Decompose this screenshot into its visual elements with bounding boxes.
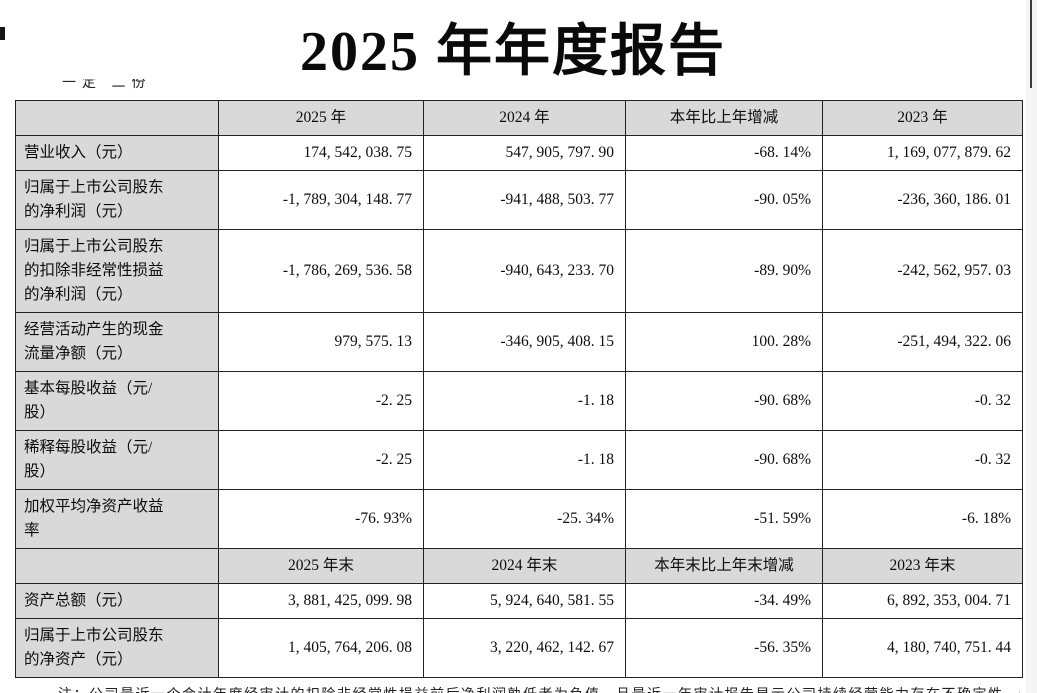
cell-value: -76. 93% (218, 489, 424, 549)
table-header-row-annual: 2025 年 2024 年 本年比上年增减 2023 年 (15, 100, 1023, 136)
header-cell-2024: 2024 年 (423, 100, 626, 136)
cell-value: -940, 643, 233. 70 (423, 229, 626, 313)
table-row-operating-revenue: 营业收入（元） 174, 542, 038. 75 547, 905, 797.… (15, 135, 1023, 171)
clipped-text-top: 一定 二份 (62, 79, 282, 91)
header-cell-2025: 2025 年 (218, 100, 424, 136)
header-cell-2025-end: 2025 年末 (218, 548, 424, 584)
cell-value: -251, 494, 322. 06 (822, 312, 1023, 372)
scan-artifact-mark (0, 27, 5, 40)
header-cell-2023: 2023 年 (822, 100, 1023, 136)
financial-summary-table: 2025 年 2024 年 本年比上年增减 2023 年 营业收入（元） 174… (15, 100, 1023, 678)
cell-value: 547, 905, 797. 90 (423, 135, 626, 171)
cell-value: -1, 786, 269, 536. 58 (218, 229, 424, 313)
cell-value: -941, 488, 503. 77 (423, 170, 626, 230)
cell-value: -236, 360, 186. 01 (822, 170, 1023, 230)
cell-value: -0. 32 (822, 430, 1023, 490)
cell-value: 3, 220, 462, 142. 67 (423, 618, 626, 678)
scan-artifact-line (1030, 0, 1032, 88)
table-row-net-profit: 归属于上市公司股东 的净利润（元） -1, 789, 304, 148. 77 … (15, 170, 1023, 230)
cell-value: -89. 90% (625, 229, 823, 313)
cell-value: -346, 905, 408. 15 (423, 312, 626, 372)
page-title: 2025 年年度报告 (300, 21, 726, 83)
header-cell-empty (15, 548, 219, 584)
table-row-total-assets: 资产总额（元） 3, 881, 425, 099. 98 5, 924, 640… (15, 583, 1023, 619)
header-cell-empty (15, 100, 219, 136)
table-row-net-profit-excl-nonrecurring: 归属于上市公司股东 的扣除非经常性损益 的净利润（元） -1, 786, 269… (15, 229, 1023, 313)
row-label: 稀释每股收益（元/ 股） (15, 430, 219, 490)
row-label: 经营活动产生的现金 流量净额（元） (15, 312, 219, 372)
cell-value: 979, 575. 13 (218, 312, 424, 372)
cell-value: -90. 05% (625, 170, 823, 230)
cell-value: -6. 18% (822, 489, 1023, 549)
cell-value: 1, 169, 077, 879. 62 (822, 135, 1023, 171)
table-header-row-yearend: 2025 年末 2024 年末 本年末比上年末增减 2023 年末 (15, 548, 1023, 584)
cell-value: -1, 789, 304, 148. 77 (218, 170, 424, 230)
header-cell-yoy-change: 本年比上年增减 (625, 100, 823, 136)
cell-value: -68. 14% (625, 135, 823, 171)
cell-value: -2. 25 (218, 430, 424, 490)
cell-value: -1. 18 (423, 371, 626, 431)
row-label: 归属于上市公司股东 的净利润（元） (15, 170, 219, 230)
cell-value: 174, 542, 038. 75 (218, 135, 424, 171)
table-row-weighted-avg-roe: 加权平均净资产收益 率 -76. 93% -25. 34% -51. 59% -… (15, 489, 1023, 549)
cell-value: 4, 180, 740, 751. 44 (822, 618, 1023, 678)
row-label: 归属于上市公司股东 的扣除非经常性损益 的净利润（元） (15, 229, 219, 313)
page-edge-strip (1026, 0, 1037, 693)
table-row-net-assets: 归属于上市公司股东 的净资产（元） 1, 405, 764, 206. 08 3… (15, 618, 1023, 678)
row-label: 归属于上市公司股东 的净资产（元） (15, 618, 219, 678)
cell-value: -0. 32 (822, 371, 1023, 431)
cell-value: 5, 924, 640, 581. 55 (423, 583, 626, 619)
cell-value: 100. 28% (625, 312, 823, 372)
row-label: 基本每股收益（元/ 股） (15, 371, 219, 431)
row-label: 营业收入（元） (15, 135, 219, 171)
cell-value: -51. 59% (625, 489, 823, 549)
clipped-text-top-content: 一定 二份 (62, 79, 152, 91)
header-cell-2023-end: 2023 年末 (822, 548, 1023, 584)
cell-value: -56. 35% (625, 618, 823, 678)
clipped-footnote: 注：公司最近一个会计年度经审计的扣除非经常性损益前后净利润孰低者为负值，且最近一… (58, 684, 1020, 693)
header-cell-yearend-change: 本年末比上年末增减 (625, 548, 823, 584)
table-row-diluted-eps: 稀释每股收益（元/ 股） -2. 25 -1. 18 -90. 68% -0. … (15, 430, 1023, 490)
table-row-operating-cash-flow: 经营活动产生的现金 流量净额（元） 979, 575. 13 -346, 905… (15, 312, 1023, 372)
cell-value: -242, 562, 957. 03 (822, 229, 1023, 313)
cell-value: -25. 34% (423, 489, 626, 549)
row-label: 加权平均净资产收益 率 (15, 489, 219, 549)
row-label: 资产总额（元） (15, 583, 219, 619)
cell-value: 6, 892, 353, 004. 71 (822, 583, 1023, 619)
cell-value: -34. 49% (625, 583, 823, 619)
cell-value: 1, 405, 764, 206. 08 (218, 618, 424, 678)
cell-value: -90. 68% (625, 430, 823, 490)
cell-value: -2. 25 (218, 371, 424, 431)
cell-value: -1. 18 (423, 430, 626, 490)
cell-value: 3, 881, 425, 099. 98 (218, 583, 424, 619)
table-row-basic-eps: 基本每股收益（元/ 股） -2. 25 -1. 18 -90. 68% -0. … (15, 371, 1023, 431)
cell-value: -90. 68% (625, 371, 823, 431)
header-cell-2024-end: 2024 年末 (423, 548, 626, 584)
